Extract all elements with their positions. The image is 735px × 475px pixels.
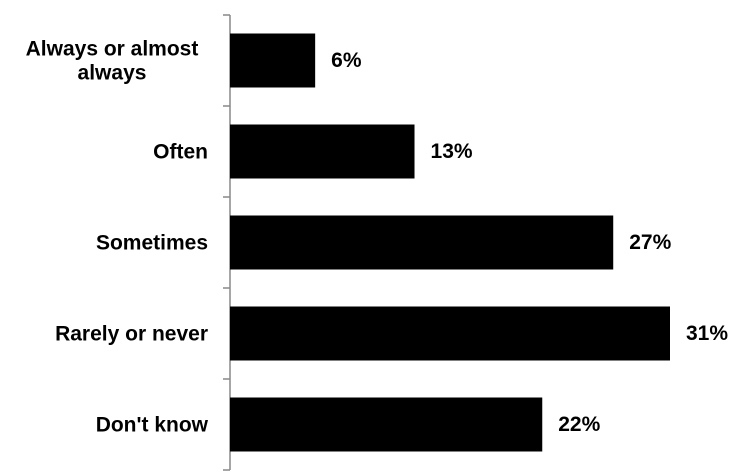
bar xyxy=(230,397,543,452)
y-axis xyxy=(223,14,231,471)
bar xyxy=(230,33,316,88)
value-label: 27% xyxy=(629,231,671,254)
value-labels: 6% 13% 27% 31% 22% xyxy=(331,49,728,436)
category-labels: Always or almost always Often Sometimes Rare… xyxy=(26,37,209,436)
value-label: 13% xyxy=(431,140,473,163)
category-label-line: always xyxy=(78,61,147,84)
value-label: 6% xyxy=(331,49,362,72)
category-label: Often xyxy=(153,140,208,163)
category-label-line: Always or almost xyxy=(26,37,199,60)
bar xyxy=(230,215,614,270)
category-label-line: Sometimes xyxy=(96,231,208,254)
category-label-line: Often xyxy=(153,140,208,163)
category-label-line: Don't know xyxy=(96,413,209,436)
value-label: 31% xyxy=(686,322,728,345)
bar xyxy=(230,306,670,361)
bars xyxy=(230,33,670,452)
category-label: Always or almost always xyxy=(26,37,199,84)
category-label: Don't know xyxy=(96,413,209,436)
category-label: Rarely or never xyxy=(55,322,208,345)
value-label: 22% xyxy=(558,413,600,436)
category-label: Sometimes xyxy=(96,231,208,254)
category-label-line: Rarely or never xyxy=(55,322,208,345)
bar xyxy=(230,124,415,179)
